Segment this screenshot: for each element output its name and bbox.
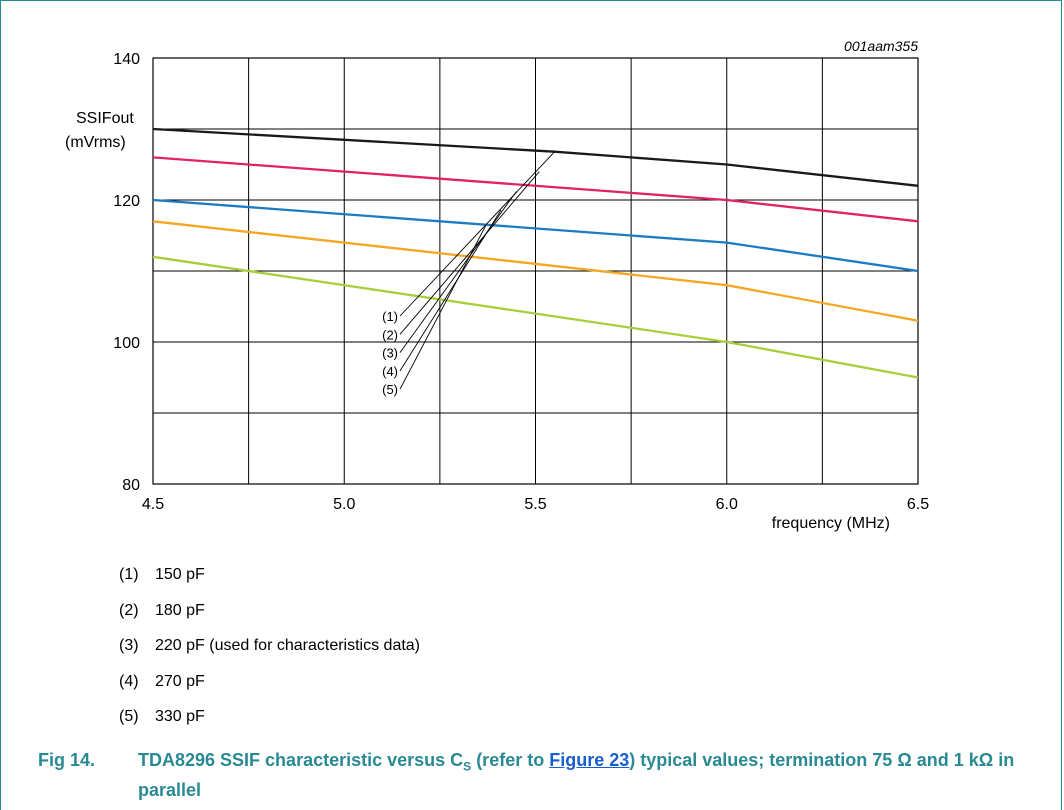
caption-text-pre: TDA8296 SSIF characteristic versus C <box>138 750 464 770</box>
caption-text-post: ) typical values; termination 75 Ω and 1… <box>138 750 1015 800</box>
series-line <box>152 127 919 187</box>
y-tick-label: 120 <box>113 193 140 210</box>
legend-label: 330 pF <box>155 708 205 725</box>
legend-number: (1) <box>119 566 139 583</box>
callout-label: (2) <box>382 327 398 342</box>
line-chart: (1) (2) (3) (4) (5) 4.5 5.0 5.5 6.0 6.5 80 100 120 14… <box>65 38 929 532</box>
callout-label: (5) <box>382 382 398 397</box>
y-tick-label: 140 <box>113 51 140 68</box>
legend-label: 180 pF <box>155 601 205 619</box>
x-axis-label: frequency (MHz) <box>772 515 890 532</box>
y-axis-label-line1: SSIFout <box>76 110 134 127</box>
caption-text: TDA8296 SSIF characteristic versus CS (r… <box>138 749 1038 802</box>
legend-label: 150 pF <box>155 566 205 583</box>
y-axis-label-line2: (mVrms) <box>65 134 126 151</box>
x-tick-label: 5.0 <box>333 496 355 513</box>
chart-series <box>152 127 919 379</box>
caption-text-mid: (refer to <box>471 750 550 770</box>
series-line <box>152 156 919 223</box>
legend-number: (3) <box>119 637 139 654</box>
x-tick-label: 6.5 <box>907 496 929 513</box>
callout-leader <box>399 151 555 317</box>
x-tick-label: 4.5 <box>142 496 164 513</box>
x-tick-label: 5.5 <box>524 496 546 513</box>
chart-grid <box>152 57 919 485</box>
legend-label: 220 pF (used for characteristics data) <box>155 637 421 654</box>
figure-id: 001aam355 <box>844 38 918 54</box>
series-line <box>152 255 919 379</box>
y-tick-label: 80 <box>122 477 140 494</box>
x-tick-label: 6.0 <box>716 496 738 513</box>
callout-leader <box>399 209 502 372</box>
callout-leader <box>399 171 540 335</box>
callout-label: (1) <box>382 309 398 324</box>
legend-label: 270 pF <box>155 672 205 690</box>
callout-leader <box>399 225 487 390</box>
legend-number: (5) <box>119 708 139 725</box>
callout-label: (4) <box>382 364 398 379</box>
legend-number: (4) <box>119 672 139 690</box>
caption-subscript: S <box>463 759 472 774</box>
figure-number: Fig 14. <box>38 750 96 770</box>
legend-number: (2) <box>119 601 139 619</box>
series-line <box>152 198 919 273</box>
callout-leader <box>399 191 517 353</box>
figure-23-link[interactable]: Figure 23 <box>549 750 630 770</box>
y-tick-label: 100 <box>113 335 140 352</box>
chart-callouts <box>399 151 555 390</box>
chart-labels: (1) (2) (3) (4) (5) 4.5 5.0 5.5 6.0 6.5 80 100 120 14… <box>65 38 929 532</box>
series-line <box>152 220 919 322</box>
callout-label: (3) <box>382 346 398 361</box>
